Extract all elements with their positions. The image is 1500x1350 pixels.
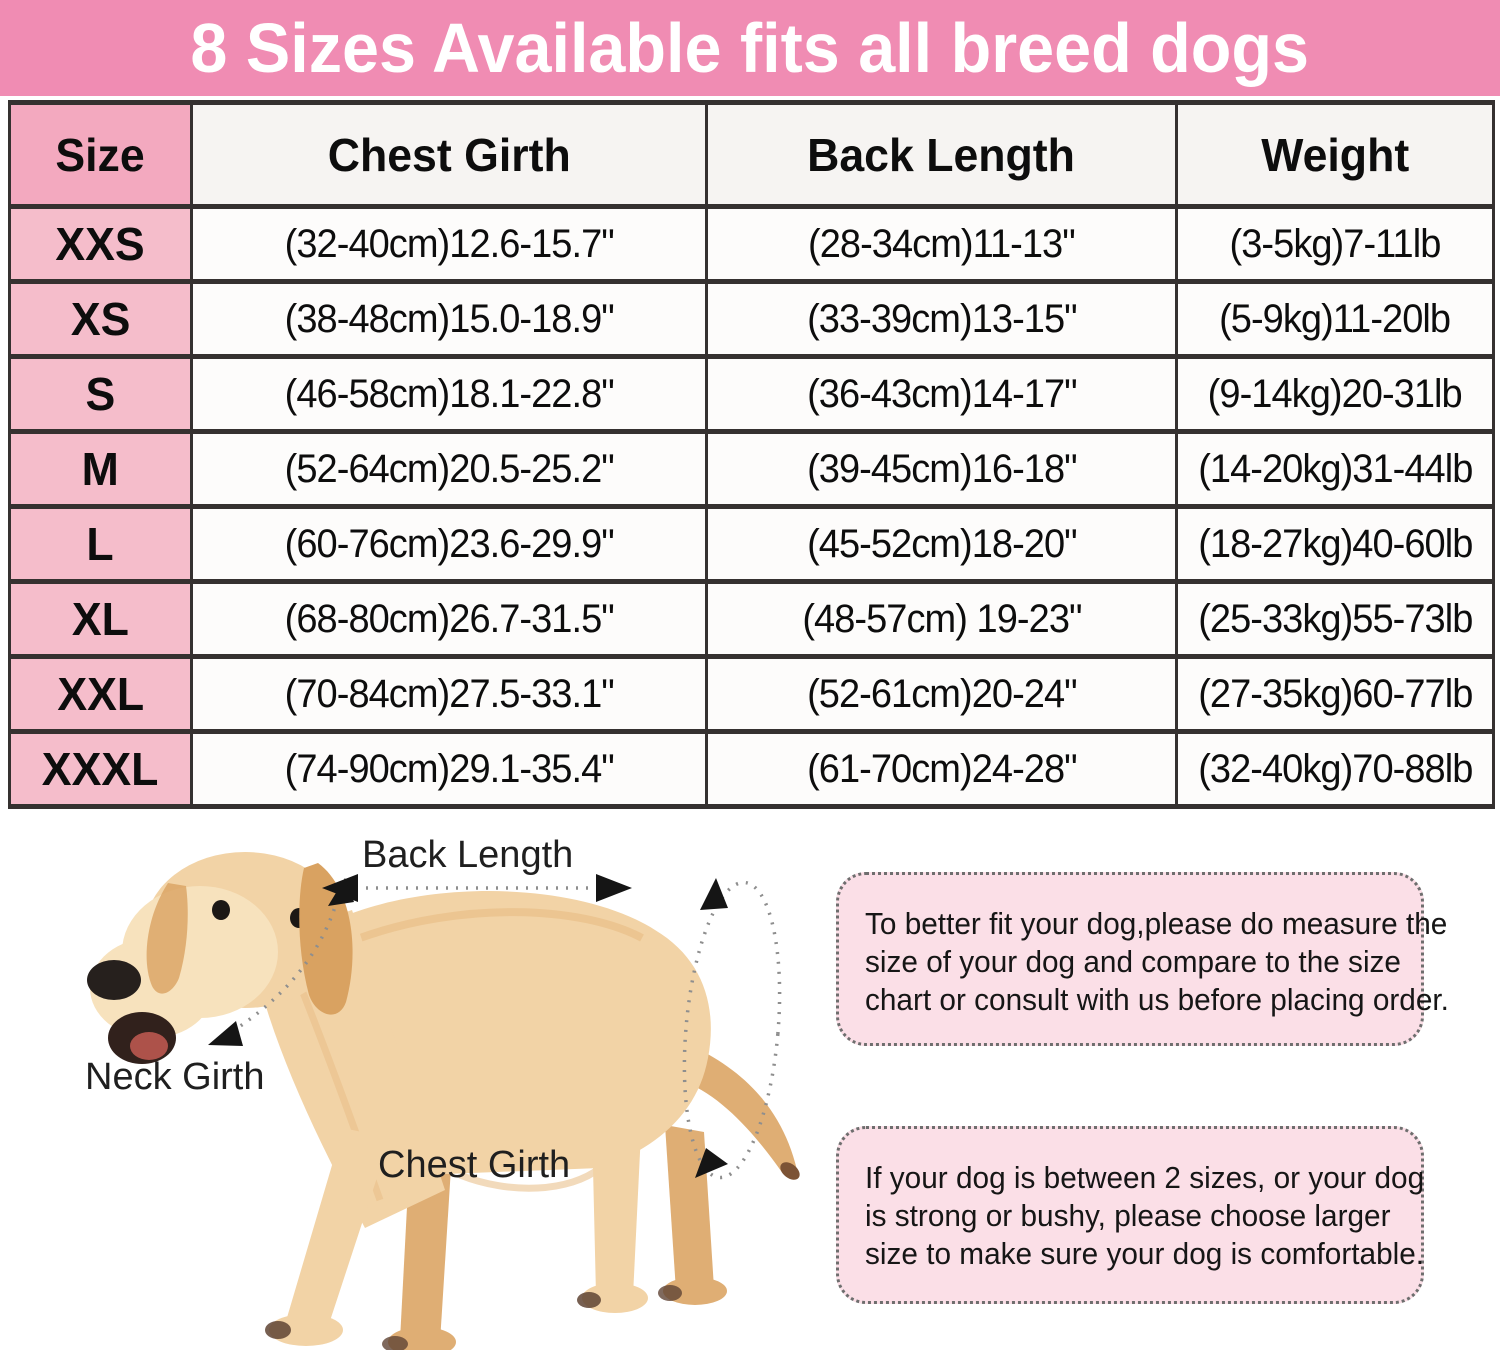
back-length-cell: (48-57cm) 19-23" — [705, 579, 1178, 659]
table-row: XXXL (74-90cm)29.1-35.4" (61-70cm)24-28" (3… — [8, 729, 1495, 809]
note-line: size to make sure your dog is comfortabl… — [865, 1236, 1425, 1271]
weight-cell: (5-9kg)11-20lb — [1175, 279, 1495, 359]
neck-girth-label: Neck Girth — [85, 1056, 265, 1098]
neck-girth-dashes — [208, 878, 354, 1046]
chest-girth-cell: (38-48cm)15.0-18.9" — [190, 279, 708, 359]
note-line: chart or consult with us before placing … — [865, 982, 1449, 1017]
note-line: is strong or bushy, please choose larger — [865, 1198, 1391, 1233]
back-length-cell: (39-45cm)16-18" — [705, 429, 1178, 509]
size-cell: M — [8, 429, 193, 509]
column-header-weight: Weight — [1175, 100, 1495, 209]
table-row: XS (38-48cm)15.0-18.9" (33-39cm)13-15" (5-9… — [8, 279, 1495, 359]
dog-near-legs — [265, 1125, 682, 1350]
table-row: S (46-58cm)18.1-22.8" (36-43cm)14-17" (9-14… — [8, 354, 1495, 434]
weight-cell: (14-20kg)31-44lb — [1175, 429, 1495, 509]
note-line: If your dog is between 2 sizes, or your … — [865, 1160, 1425, 1195]
size-cell: XXL — [8, 654, 193, 734]
dog-measurement-diagram — [87, 852, 800, 1350]
weight-cell: (3-5kg)7-11lb — [1175, 204, 1495, 284]
table-header-row: Size Chest Girth Back Length Weight — [8, 100, 1495, 209]
measure-note-box: To better fit your dog,please do measure… — [836, 872, 1449, 1046]
column-header-back-length: Back Length — [705, 100, 1178, 209]
column-header-size: Size — [8, 100, 193, 209]
size-cell: XXXL — [8, 729, 193, 809]
size-cell: XL — [8, 579, 193, 659]
dog-body — [335, 891, 711, 1192]
chest-girth-cell: (60-76cm)23.6-29.9" — [190, 504, 708, 584]
table-row: M (52-64cm)20.5-25.2" (39-45cm)16-18" (14-2… — [8, 429, 1495, 509]
table-row: L (60-76cm)23.6-29.9" (45-52cm)18-20" (18-2… — [8, 504, 1495, 584]
chest-girth-label: Chest Girth — [378, 1144, 571, 1186]
chest-girth-cell: (46-58cm)18.1-22.8" — [190, 354, 708, 434]
table-row: XXL (70-84cm)27.5-33.1" (52-61cm)20-24" (27… — [8, 654, 1495, 734]
column-header-chest-girth: Chest Girth — [190, 100, 708, 209]
between-sizes-note-box: If your dog is between 2 sizes, or your … — [836, 1126, 1424, 1304]
back-length-cell: (33-39cm)13-15" — [705, 279, 1178, 359]
back-length-cell: (45-52cm)18-20" — [705, 504, 1178, 584]
back-length-cell: (52-61cm)20-24" — [705, 654, 1178, 734]
size-cell: L — [8, 504, 193, 584]
back-length-label: Back Length — [362, 834, 574, 876]
chest-girth-cell: (70-84cm)27.5-33.1" — [190, 654, 708, 734]
banner-title: 8 Sizes Available fits all breed dogs — [190, 9, 1310, 87]
note-line: To better fit your dog,please do measure… — [865, 906, 1448, 941]
size-cell: XS — [8, 279, 193, 359]
table-row: XXS (32-40cm)12.6-15.7" (28-34cm)11-13" (3-… — [8, 204, 1495, 284]
dog-tail — [680, 1045, 800, 1180]
back-length-cell: (36-43cm)14-17" — [705, 354, 1178, 434]
weight-cell: (32-40kg)70-88lb — [1175, 729, 1495, 809]
size-cell: XXS — [8, 204, 193, 284]
size-table: Size Chest Girth Back Length Weight XXS (32-… — [8, 100, 1495, 809]
chest-girth-cell: (32-40cm)12.6-15.7" — [190, 204, 708, 284]
table-row: XL (68-80cm)26.7-31.5" (48-57cm) 19-23" (25… — [8, 579, 1495, 659]
note-line: size of your dog and compare to the size — [865, 944, 1401, 979]
dog-head — [87, 852, 353, 1064]
chest-girth-cell: (68-80cm)26.7-31.5" — [190, 579, 708, 659]
chest-girth-cell: (52-64cm)20.5-25.2" — [190, 429, 708, 509]
weight-cell: (18-27kg)40-60lb — [1175, 504, 1495, 584]
chest-girth-cell: (74-90cm)29.1-35.4" — [190, 729, 708, 809]
weight-cell: (9-14kg)20-31lb — [1175, 354, 1495, 434]
banner: 8 Sizes Available fits all breed dogs — [0, 0, 1500, 96]
size-cell: S — [8, 354, 193, 434]
weight-cell: (25-33kg)55-73lb — [1175, 579, 1495, 659]
weight-cell: (27-35kg)60-77lb — [1175, 654, 1495, 734]
back-length-cell: (61-70cm)24-28" — [705, 729, 1178, 809]
back-length-cell: (28-34cm)11-13" — [705, 204, 1178, 284]
